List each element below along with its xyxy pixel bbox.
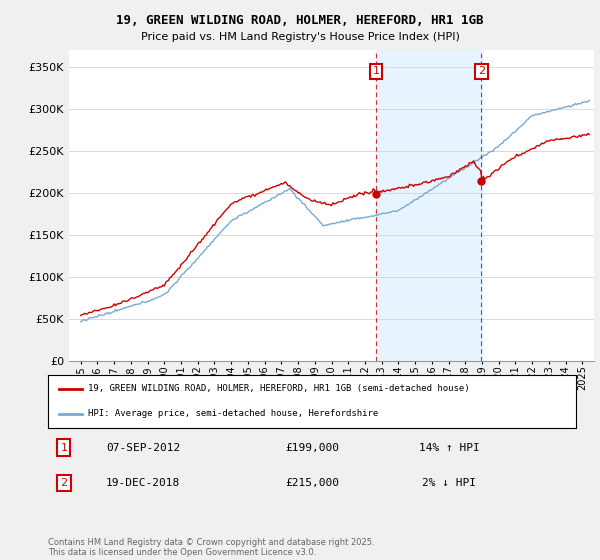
Text: 19, GREEN WILDING ROAD, HOLMER, HEREFORD, HR1 1GB (semi-detached house): 19, GREEN WILDING ROAD, HOLMER, HEREFORD… bbox=[88, 384, 469, 393]
Text: 14% ↑ HPI: 14% ↑ HPI bbox=[419, 442, 479, 452]
Text: 1: 1 bbox=[373, 67, 380, 76]
Text: 19, GREEN WILDING ROAD, HOLMER, HEREFORD, HR1 1GB: 19, GREEN WILDING ROAD, HOLMER, HEREFORD… bbox=[116, 14, 484, 27]
Text: Contains HM Land Registry data © Crown copyright and database right 2025.
This d: Contains HM Land Registry data © Crown c… bbox=[48, 538, 374, 557]
Text: 2: 2 bbox=[60, 478, 67, 488]
Text: £199,000: £199,000 bbox=[285, 442, 339, 452]
Text: 2: 2 bbox=[478, 67, 485, 76]
Text: £215,000: £215,000 bbox=[285, 478, 339, 488]
Text: Price paid vs. HM Land Registry's House Price Index (HPI): Price paid vs. HM Land Registry's House … bbox=[140, 32, 460, 43]
Text: 19-DEC-2018: 19-DEC-2018 bbox=[106, 478, 180, 488]
Text: 2% ↓ HPI: 2% ↓ HPI bbox=[422, 478, 476, 488]
Text: 1: 1 bbox=[61, 442, 67, 452]
Text: 07-SEP-2012: 07-SEP-2012 bbox=[106, 442, 180, 452]
Text: HPI: Average price, semi-detached house, Herefordshire: HPI: Average price, semi-detached house,… bbox=[88, 409, 378, 418]
